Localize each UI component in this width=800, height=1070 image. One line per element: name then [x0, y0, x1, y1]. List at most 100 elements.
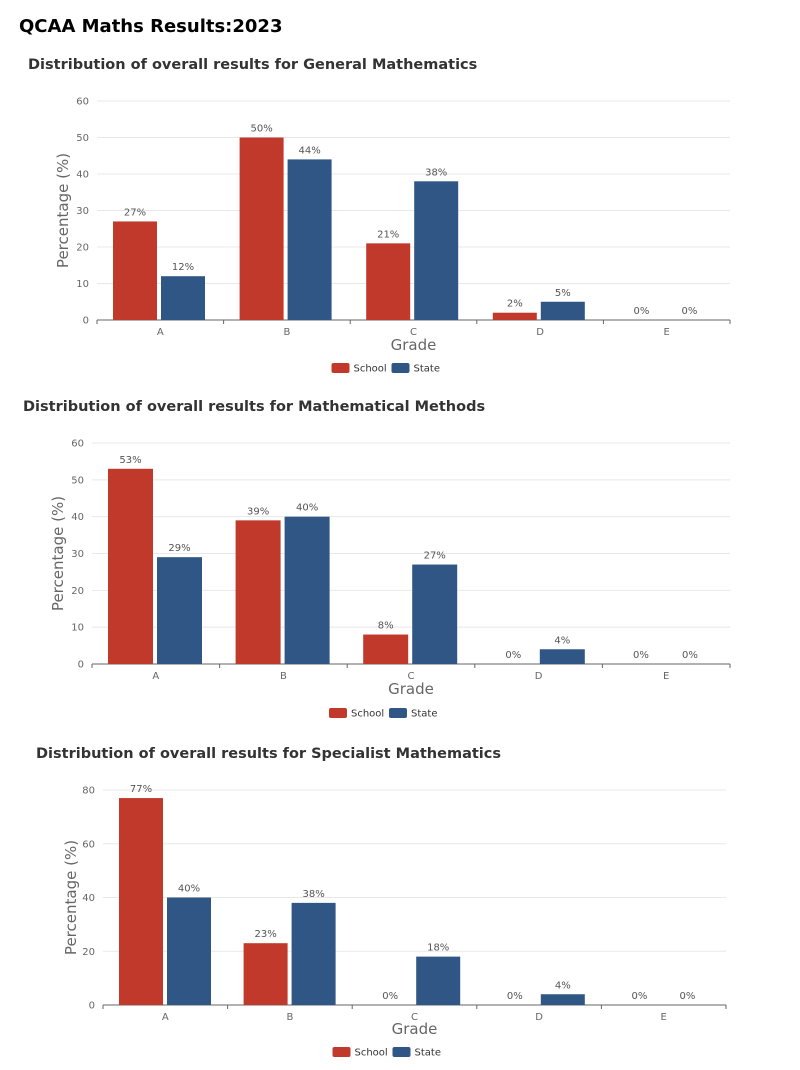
bar-school [243, 943, 288, 1005]
x-tick-label: D [536, 327, 544, 338]
page-title: QCAA Maths Results:2023 [19, 16, 283, 37]
chart-title: Distribution of overall results for Math… [23, 399, 486, 415]
bar-state [540, 301, 585, 320]
data-label: 12% [172, 262, 194, 273]
data-label: 4% [554, 635, 570, 646]
data-label: 40% [178, 884, 200, 895]
y-tick-label: 30 [71, 549, 84, 560]
x-tick-label: C [408, 671, 415, 682]
y-tick-label: 20 [71, 586, 84, 597]
data-label: 50% [250, 124, 272, 135]
legend-swatch-state [391, 363, 410, 373]
data-label: 4% [555, 980, 571, 991]
data-label: 53% [119, 455, 141, 466]
legend-label[interactable]: State [414, 364, 440, 375]
data-label: 0% [682, 650, 698, 661]
data-label: 0% [681, 306, 697, 317]
chart-title: Distribution of overall results for Gene… [28, 57, 478, 73]
legend-label[interactable]: School [354, 364, 387, 375]
legend-label[interactable]: State [415, 1048, 441, 1059]
x-tick-label: C [410, 327, 417, 338]
y-tick-label: 0 [78, 660, 84, 671]
legend-swatch-state [392, 1047, 411, 1057]
chart-title: Distribution of overall results for Spec… [36, 746, 501, 762]
y-tick-label: 40 [82, 893, 95, 904]
x-tick-label: A [157, 327, 164, 338]
data-label: 0% [631, 991, 647, 1002]
y-tick-label: 40 [76, 170, 89, 181]
x-tick-label: B [283, 327, 290, 338]
legend-label[interactable]: School [355, 1048, 388, 1059]
y-tick-label: 60 [82, 839, 95, 850]
bar-school [239, 137, 284, 320]
x-tick-label: B [286, 1012, 293, 1023]
x-tick-label: A [152, 671, 159, 682]
bar-state [540, 994, 585, 1005]
bar-school [492, 312, 537, 320]
legend-swatch-state [389, 708, 407, 718]
y-tick-label: 0 [89, 1001, 95, 1012]
y-tick-label: 60 [76, 97, 89, 108]
y-axis-label: Percentage (%) [54, 153, 72, 268]
data-label: 23% [254, 929, 276, 940]
x-axis-label: Grade [392, 1020, 438, 1038]
data-label: 77% [130, 784, 152, 795]
bar-school [113, 221, 157, 320]
data-label: 29% [168, 543, 190, 554]
data-label: 21% [377, 229, 399, 240]
legend-swatch-school [331, 363, 350, 373]
data-label: 5% [555, 288, 571, 299]
data-label: 38% [425, 167, 447, 178]
y-tick-label: 20 [82, 947, 95, 958]
bar-state [412, 564, 458, 664]
y-tick-label: 40 [71, 512, 84, 523]
legend-swatch-school [329, 708, 347, 718]
y-tick-label: 80 [82, 786, 95, 797]
bar-state [414, 181, 459, 320]
bar-state [157, 557, 202, 664]
bar-school [119, 798, 163, 1005]
data-label: 39% [247, 506, 269, 517]
data-label: 0% [505, 650, 521, 661]
y-tick-label: 60 [71, 439, 84, 450]
legend-label[interactable]: School [351, 709, 384, 720]
x-tick-label: E [661, 1012, 667, 1023]
bar-state [161, 276, 205, 320]
data-label: 0% [633, 650, 649, 661]
x-tick-label: B [280, 671, 287, 682]
data-label: 0% [679, 991, 695, 1002]
bar-school [235, 520, 281, 664]
legend-label[interactable]: State [411, 709, 437, 720]
x-axis-label: Grade [391, 336, 437, 354]
bar-state [287, 159, 332, 320]
x-tick-label: C [411, 1012, 418, 1023]
y-tick-label: 0 [83, 316, 89, 327]
x-tick-label: A [162, 1012, 169, 1023]
bar-state [539, 649, 585, 664]
bar-state [291, 902, 336, 1005]
y-tick-label: 50 [76, 133, 89, 144]
bar-school [363, 634, 409, 664]
y-tick-label: 20 [76, 243, 89, 254]
data-label: 0% [633, 306, 649, 317]
x-tick-label: E [664, 327, 670, 338]
bar-school [366, 243, 411, 320]
bar-state [416, 956, 461, 1005]
x-axis-label: Grade [388, 680, 434, 698]
bar-state [284, 516, 330, 664]
data-label: 18% [427, 943, 449, 954]
x-tick-label: E [663, 671, 669, 682]
legend-swatch-school [332, 1047, 351, 1057]
data-label: 27% [424, 551, 446, 562]
x-tick-label: D [535, 1012, 543, 1023]
data-label: 44% [298, 145, 320, 156]
data-label: 8% [378, 621, 394, 632]
y-tick-label: 50 [71, 475, 84, 486]
data-label: 2% [507, 299, 523, 310]
data-label: 38% [302, 889, 324, 900]
y-axis-label: Percentage (%) [62, 840, 80, 955]
data-label: 0% [382, 991, 398, 1002]
